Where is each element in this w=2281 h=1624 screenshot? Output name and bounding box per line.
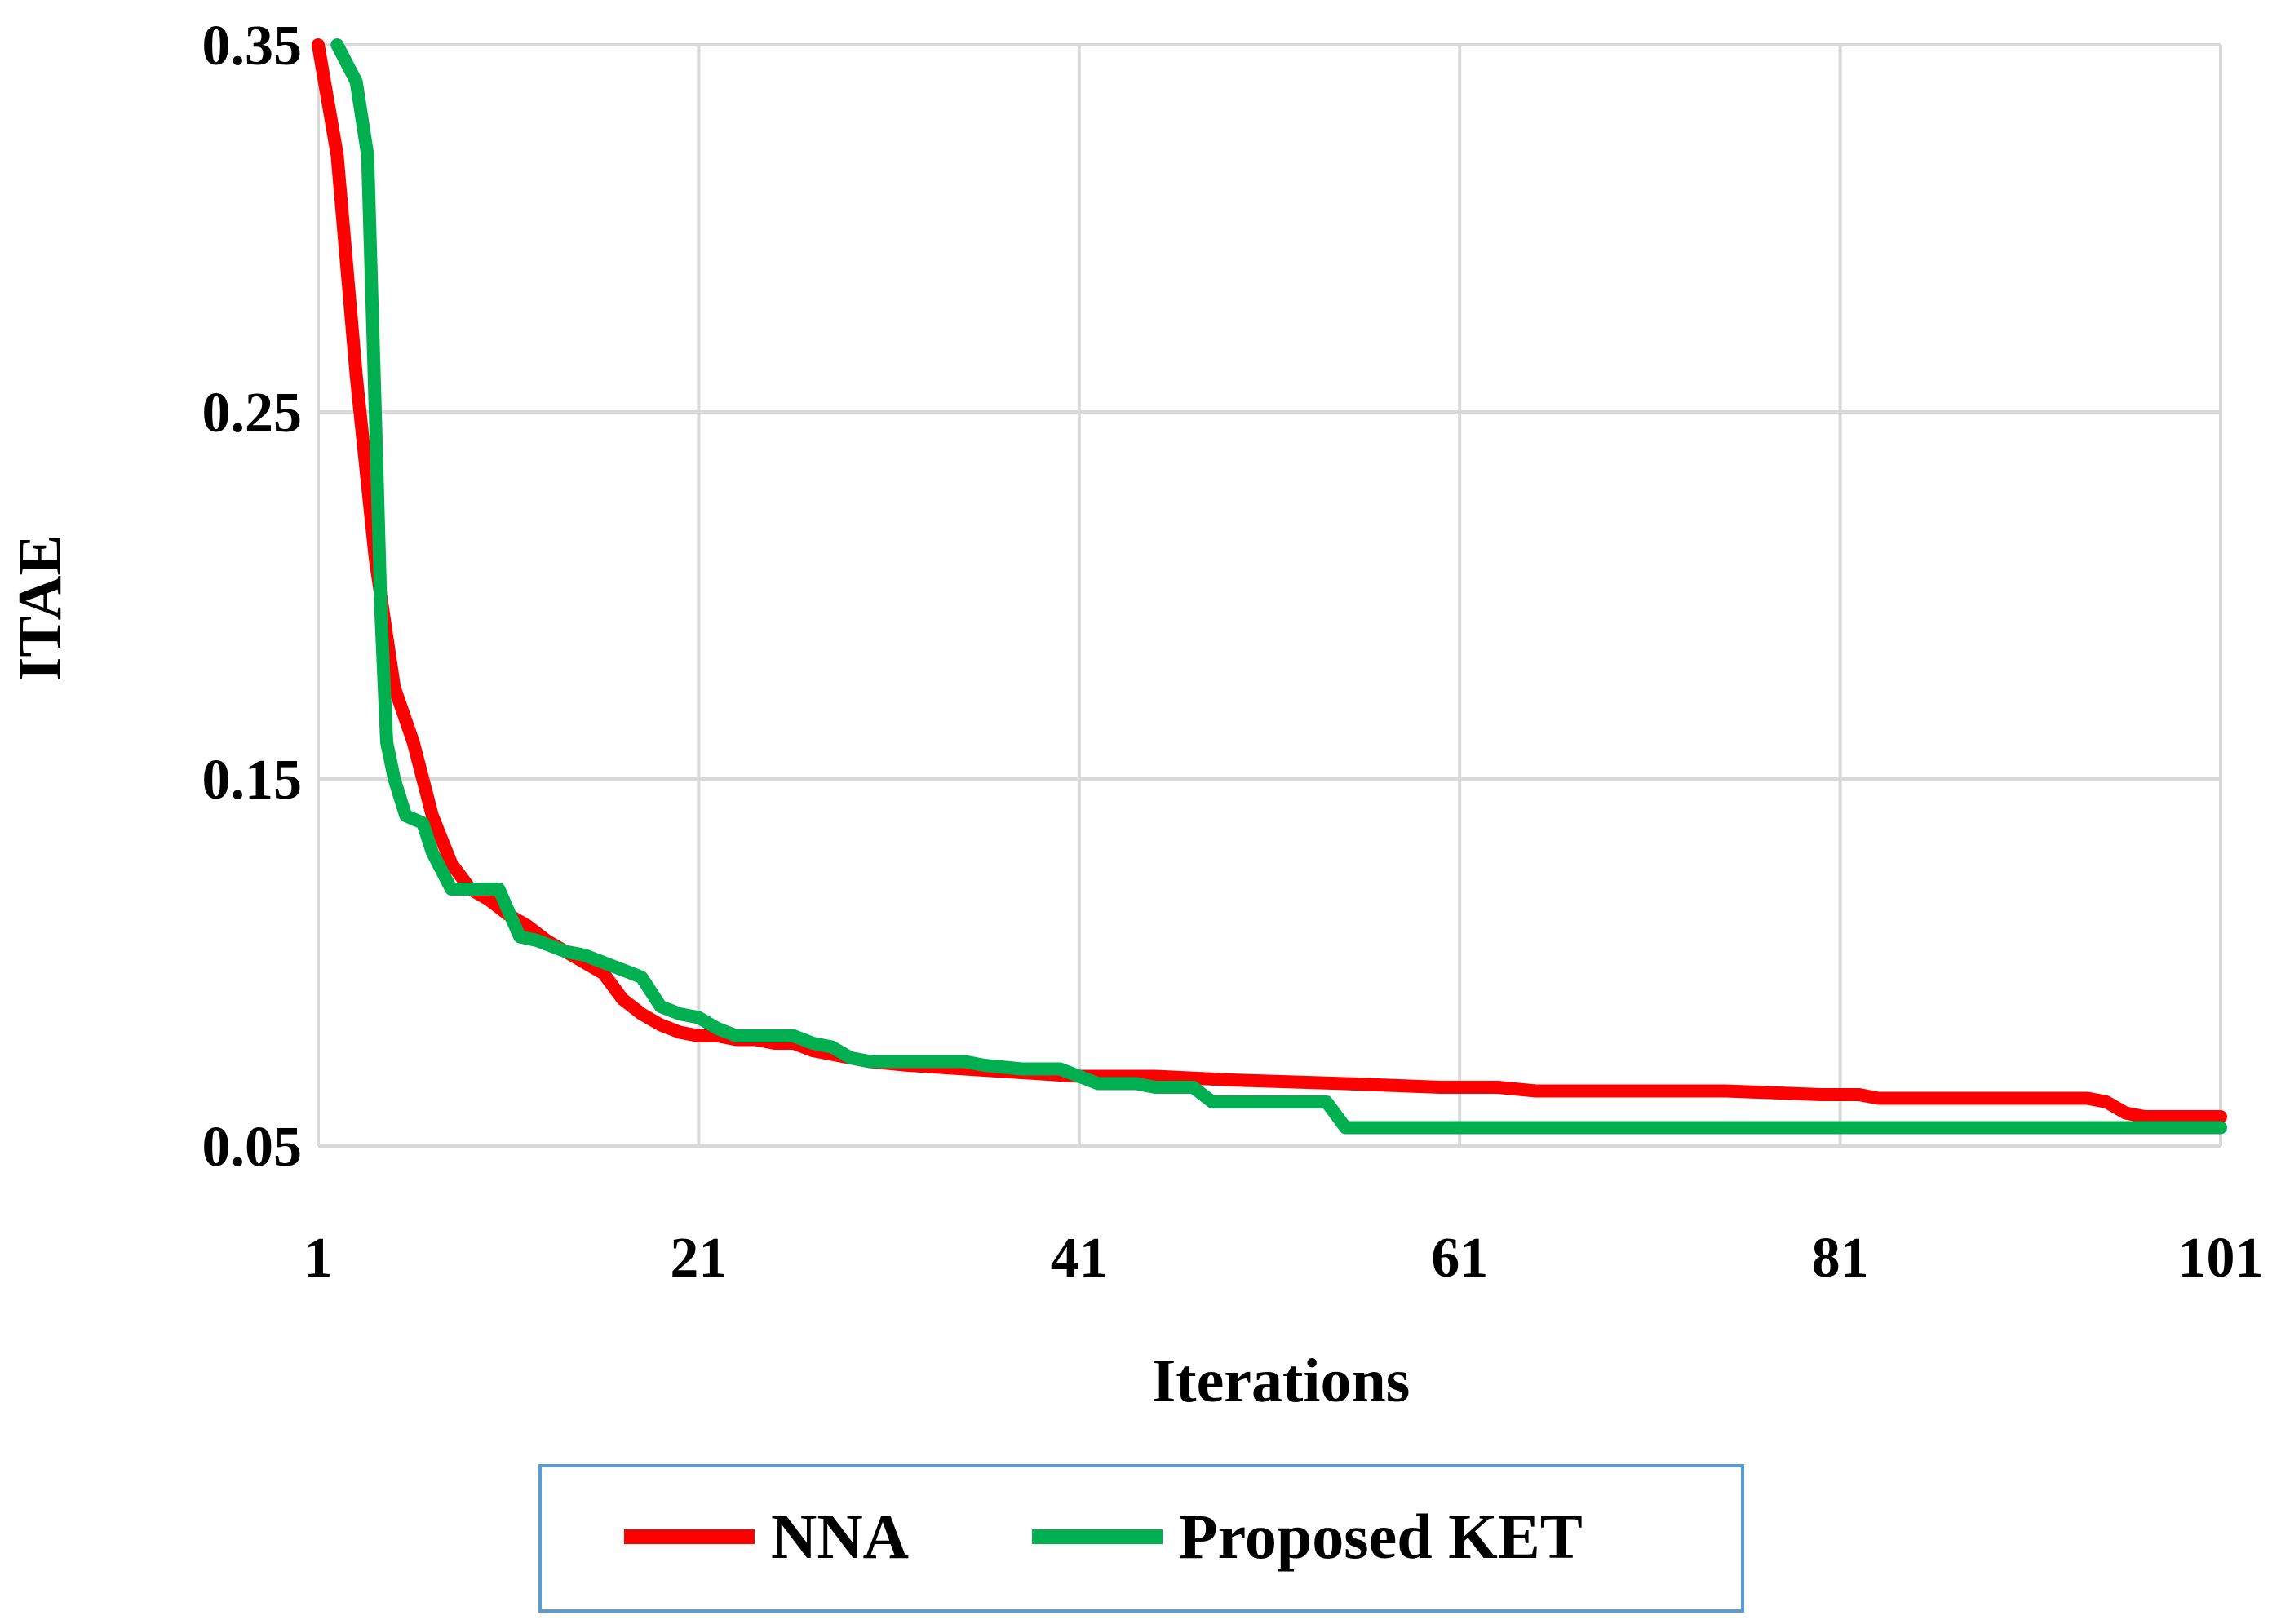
y-axis-title: ITAE [6, 534, 74, 681]
tick-labels: 0.35 0.25 0.15 0.051 21 41 61 81 101 [202, 15, 2264, 1290]
x-tick-label: 41 [1051, 1227, 1108, 1290]
y-tick-label: 0.05 [202, 1116, 303, 1179]
x-tick-label: 1 [304, 1227, 333, 1290]
x-tick-label: 101 [2178, 1227, 2264, 1290]
gridlines [318, 43, 2222, 1146]
x-axis-title: Iterations [1152, 1347, 1411, 1415]
series-lines [312, 38, 2227, 1135]
x-tick-label: 81 [1812, 1227, 1869, 1290]
x-tick-label: 21 [670, 1227, 727, 1290]
y-tick-label: 0.25 [202, 382, 303, 445]
y-tick-label: 0.15 [202, 749, 303, 812]
legend: NNA Proposed KET [538, 1464, 1744, 1613]
axes [317, 45, 2221, 1148]
legend-label-proposed-ket: Proposed KET [1179, 1501, 1583, 1572]
legend-label-nna: NNA [771, 1501, 909, 1572]
series-line-proposed-ket [330, 38, 2227, 1135]
y-tick-label: 0.35 [202, 15, 303, 77]
x-tick-label: 61 [1431, 1227, 1488, 1290]
